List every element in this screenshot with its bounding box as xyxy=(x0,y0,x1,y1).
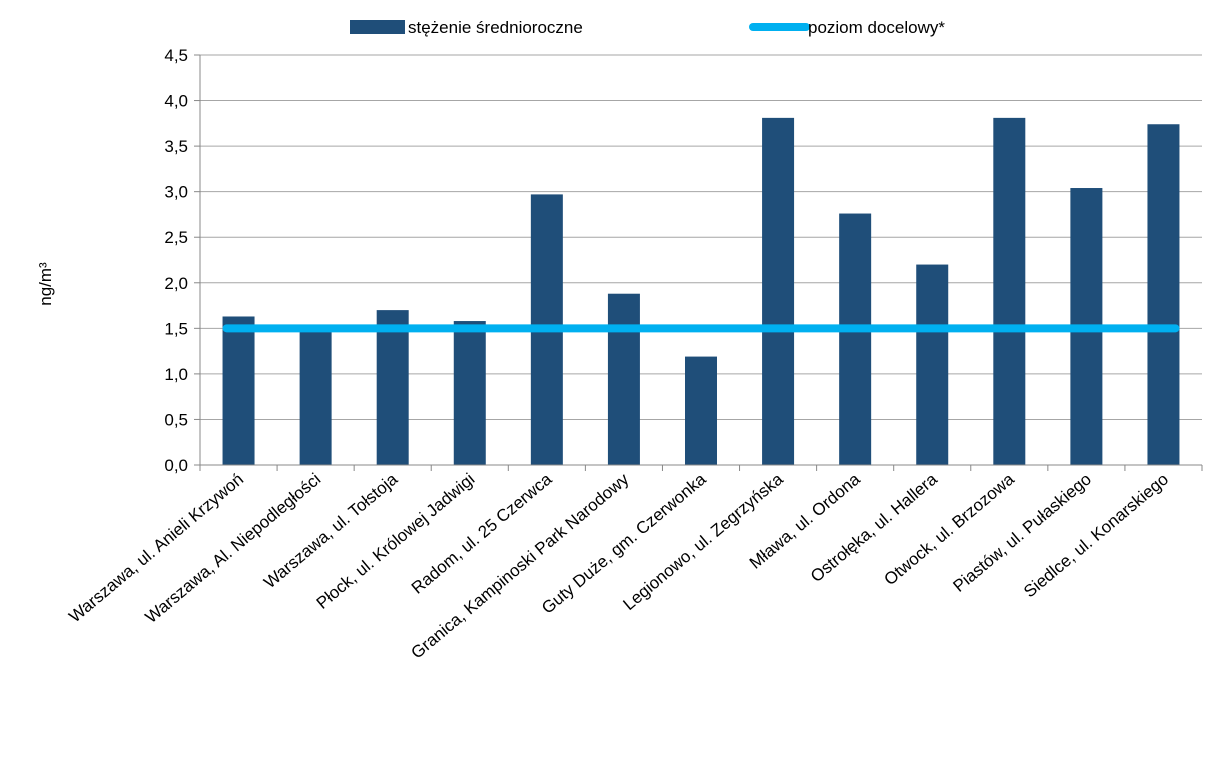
x-tick-label: Warszawa, ul. Tołstoja xyxy=(260,469,401,592)
y-axis-ticks: 0,0 0,5 1,0 1,5 2,0 2,5 3,0 3,5 4,0 4,5 xyxy=(164,46,200,475)
bar xyxy=(762,117,795,465)
bar xyxy=(607,293,640,465)
y-tick-label: 3,0 xyxy=(164,183,188,202)
bar xyxy=(453,321,486,465)
y-tick-label: 3,5 xyxy=(164,137,188,156)
x-tick-label: Otwock, ul. Brzozowa xyxy=(880,469,1018,589)
y-tick-label: 4,5 xyxy=(164,46,188,65)
bar xyxy=(839,213,872,465)
x-tick-label: Siedlce, ul. Konarskiego xyxy=(1020,470,1172,602)
bar xyxy=(685,356,717,465)
y-tick-label: 2,0 xyxy=(164,274,188,293)
x-tick-label: Radom, ul. 25 Czerwca xyxy=(408,469,556,597)
legend-swatch-bar xyxy=(350,20,405,34)
bar xyxy=(299,328,332,465)
bar xyxy=(222,316,255,465)
bar xyxy=(1147,124,1180,465)
legend-label-line: poziom docelowy* xyxy=(808,18,945,37)
axes xyxy=(199,55,1203,471)
x-tick-label: Piastów, ul. Pułaskiego xyxy=(950,470,1095,596)
legend: stężenie średnioroczne poziom docelowy* xyxy=(350,18,945,37)
y-tick-label: 2,5 xyxy=(164,228,188,247)
y-tick-label: 0,0 xyxy=(164,456,188,475)
bar xyxy=(916,264,949,465)
x-tick-label: Ostrołęka, ul. Hallera xyxy=(807,469,941,586)
x-tick-label: Legionowo, ul. Zegrzyńska xyxy=(620,469,788,614)
y-axis-title: ng/m³ xyxy=(36,262,55,306)
y-tick-label: 1,0 xyxy=(164,365,188,384)
y-tick-label: 4,0 xyxy=(164,92,188,111)
y-tick-label: 0,5 xyxy=(164,410,188,429)
x-tick-label: Płock, ul. Królowej Jadwigi xyxy=(313,470,479,613)
y-tick-label: 1,5 xyxy=(164,319,188,338)
bar xyxy=(376,310,409,465)
bars xyxy=(222,117,1180,465)
legend-label-bar: stężenie średnioroczne xyxy=(408,18,583,37)
bar xyxy=(993,117,1026,465)
